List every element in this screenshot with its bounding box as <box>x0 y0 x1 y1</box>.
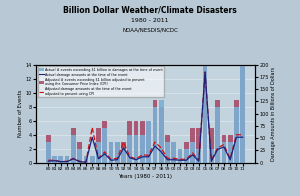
Bar <box>115 142 120 163</box>
Bar <box>221 135 226 163</box>
Bar <box>240 65 245 163</box>
Bar <box>109 142 113 163</box>
Bar <box>159 100 164 163</box>
Text: NOAA/NESDIS/NCDC: NOAA/NESDIS/NCDC <box>122 27 178 33</box>
Bar <box>221 142 226 163</box>
Bar <box>215 107 220 163</box>
Bar <box>215 100 220 163</box>
Bar <box>109 142 113 163</box>
Bar <box>77 142 82 163</box>
Bar <box>203 65 207 163</box>
Bar <box>134 121 138 163</box>
Text: 1980 - 2011: 1980 - 2011 <box>131 18 169 23</box>
Bar <box>146 121 151 163</box>
Bar <box>65 156 70 163</box>
Text: Billion Dollar Weather/Climate Disasters: Billion Dollar Weather/Climate Disasters <box>63 6 237 15</box>
Bar <box>153 107 157 163</box>
Bar <box>153 100 157 163</box>
Bar <box>121 142 126 163</box>
Bar <box>228 135 232 163</box>
Bar <box>71 128 76 163</box>
Bar <box>134 135 138 163</box>
Bar <box>65 156 70 163</box>
Bar <box>171 142 176 163</box>
Y-axis label: Damage Amounts in Billions of Dollars: Damage Amounts in Billions of Dollars <box>271 67 276 161</box>
Bar <box>46 142 51 163</box>
Bar <box>77 149 82 163</box>
Bar <box>58 156 63 163</box>
Bar <box>52 156 57 163</box>
Bar <box>58 156 63 163</box>
Bar <box>96 142 101 163</box>
Bar <box>71 135 76 163</box>
Bar <box>121 149 126 163</box>
Bar <box>90 156 94 163</box>
Bar <box>128 135 132 163</box>
Bar <box>96 128 101 163</box>
Bar <box>196 128 201 163</box>
X-axis label: Years (1980 - 2011): Years (1980 - 2011) <box>118 174 172 179</box>
Bar <box>184 149 189 163</box>
Bar <box>203 65 207 163</box>
Bar <box>234 100 239 163</box>
Bar <box>128 121 132 163</box>
Bar <box>196 149 201 163</box>
Bar <box>171 142 176 163</box>
Bar <box>84 156 88 163</box>
Bar <box>228 142 232 163</box>
Bar <box>209 149 214 163</box>
Bar <box>46 135 51 163</box>
Bar <box>178 149 182 163</box>
Bar <box>52 156 57 163</box>
Bar <box>190 128 195 163</box>
Bar <box>140 135 145 163</box>
Bar <box>240 65 245 163</box>
Bar <box>90 156 94 163</box>
Bar <box>178 149 182 163</box>
Bar <box>190 142 195 163</box>
Bar <box>115 142 120 163</box>
Bar <box>102 121 107 163</box>
Bar <box>84 156 88 163</box>
Bar <box>165 142 170 163</box>
Legend: Actual # events exceeding $1 billion in damages at the time of event, Actual dam: Actual # events exceeding $1 billion in … <box>38 66 164 97</box>
Y-axis label: Number of Events: Number of Events <box>18 90 23 137</box>
Bar <box>140 121 145 163</box>
Bar <box>146 121 151 163</box>
Bar <box>159 107 164 163</box>
Bar <box>165 135 170 163</box>
Bar <box>102 128 107 163</box>
Bar <box>209 128 214 163</box>
Bar <box>184 142 189 163</box>
Bar <box>234 107 239 163</box>
